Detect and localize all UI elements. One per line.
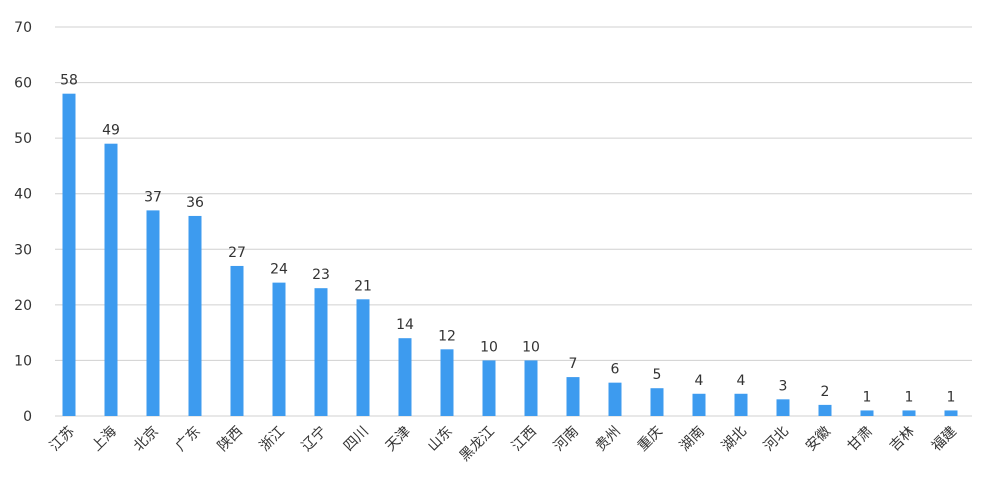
data-label: 5 bbox=[653, 367, 662, 383]
data-label: 58 bbox=[60, 73, 78, 89]
data-label: 4 bbox=[695, 373, 704, 389]
data-label: 1 bbox=[905, 389, 914, 405]
y-tick-label: 10 bbox=[14, 353, 32, 369]
x-tick-label: 黑龙江 bbox=[457, 424, 498, 465]
x-tick-label: 福建 bbox=[929, 424, 960, 455]
x-tick-label: 江西 bbox=[509, 424, 540, 455]
y-tick-label: 20 bbox=[14, 298, 32, 314]
bar bbox=[482, 360, 496, 416]
bar bbox=[566, 377, 580, 416]
x-tick-label: 四川 bbox=[341, 424, 372, 455]
data-label: 24 bbox=[270, 262, 288, 278]
y-tick-label: 0 bbox=[23, 409, 32, 425]
bar bbox=[440, 349, 454, 416]
data-label: 2 bbox=[821, 384, 830, 400]
data-label: 7 bbox=[569, 356, 578, 372]
x-tick-label: 湖南 bbox=[677, 424, 708, 455]
bar bbox=[608, 382, 622, 416]
data-label: 3 bbox=[779, 378, 788, 394]
y-tick-label: 50 bbox=[14, 131, 32, 147]
bar bbox=[944, 410, 958, 416]
bar bbox=[650, 388, 664, 416]
y-tick-label: 40 bbox=[14, 187, 32, 203]
bar bbox=[734, 393, 748, 416]
x-tick-label: 河北 bbox=[761, 424, 792, 455]
bar bbox=[104, 143, 118, 416]
x-tick-label: 河南 bbox=[551, 424, 582, 455]
data-label: 1 bbox=[947, 389, 956, 405]
bar bbox=[146, 210, 160, 416]
x-tick-label: 江苏 bbox=[47, 424, 78, 455]
x-tick-label: 上海 bbox=[89, 424, 120, 455]
data-label: 10 bbox=[480, 339, 498, 355]
bar bbox=[188, 215, 202, 416]
data-label: 21 bbox=[354, 278, 372, 294]
x-tick-label: 安徽 bbox=[803, 424, 834, 455]
x-tick-label: 辽宁 bbox=[298, 423, 330, 455]
x-tick-label: 陕西 bbox=[215, 424, 246, 455]
data-label: 10 bbox=[522, 339, 540, 355]
bar bbox=[356, 299, 370, 416]
x-tick-label: 甘肃 bbox=[845, 424, 876, 455]
x-tick-label: 广东 bbox=[173, 424, 204, 455]
bar bbox=[398, 338, 412, 416]
data-label: 6 bbox=[611, 362, 620, 378]
x-tick-label: 湖北 bbox=[719, 424, 750, 455]
x-tick-label: 北京 bbox=[131, 424, 162, 455]
data-label: 27 bbox=[228, 245, 246, 261]
x-tick-label: 吉林 bbox=[887, 424, 918, 455]
data-label: 49 bbox=[102, 123, 120, 139]
bar bbox=[314, 288, 328, 416]
bar bbox=[818, 404, 832, 416]
data-label: 14 bbox=[396, 317, 414, 333]
data-label: 36 bbox=[186, 195, 204, 211]
data-label: 23 bbox=[312, 267, 330, 283]
x-tick-label: 天津 bbox=[383, 424, 414, 455]
bar bbox=[62, 93, 76, 416]
y-tick-label: 30 bbox=[14, 242, 32, 258]
bar bbox=[776, 399, 790, 416]
x-tick-label: 重庆 bbox=[635, 424, 666, 455]
x-tick-label: 浙江 bbox=[257, 424, 288, 455]
bar bbox=[902, 410, 916, 416]
x-tick-label: 贵州 bbox=[593, 424, 624, 455]
bar bbox=[692, 393, 706, 416]
x-tick-label: 山东 bbox=[425, 424, 456, 455]
bar bbox=[860, 410, 874, 416]
data-label: 1 bbox=[863, 389, 872, 405]
data-label: 37 bbox=[144, 189, 162, 205]
bar bbox=[272, 282, 286, 416]
y-tick-label: 60 bbox=[14, 76, 32, 92]
y-tick-label: 70 bbox=[14, 20, 32, 36]
data-label: 4 bbox=[737, 373, 746, 389]
bar bbox=[524, 360, 538, 416]
data-label: 12 bbox=[438, 328, 456, 344]
bar bbox=[230, 265, 244, 416]
